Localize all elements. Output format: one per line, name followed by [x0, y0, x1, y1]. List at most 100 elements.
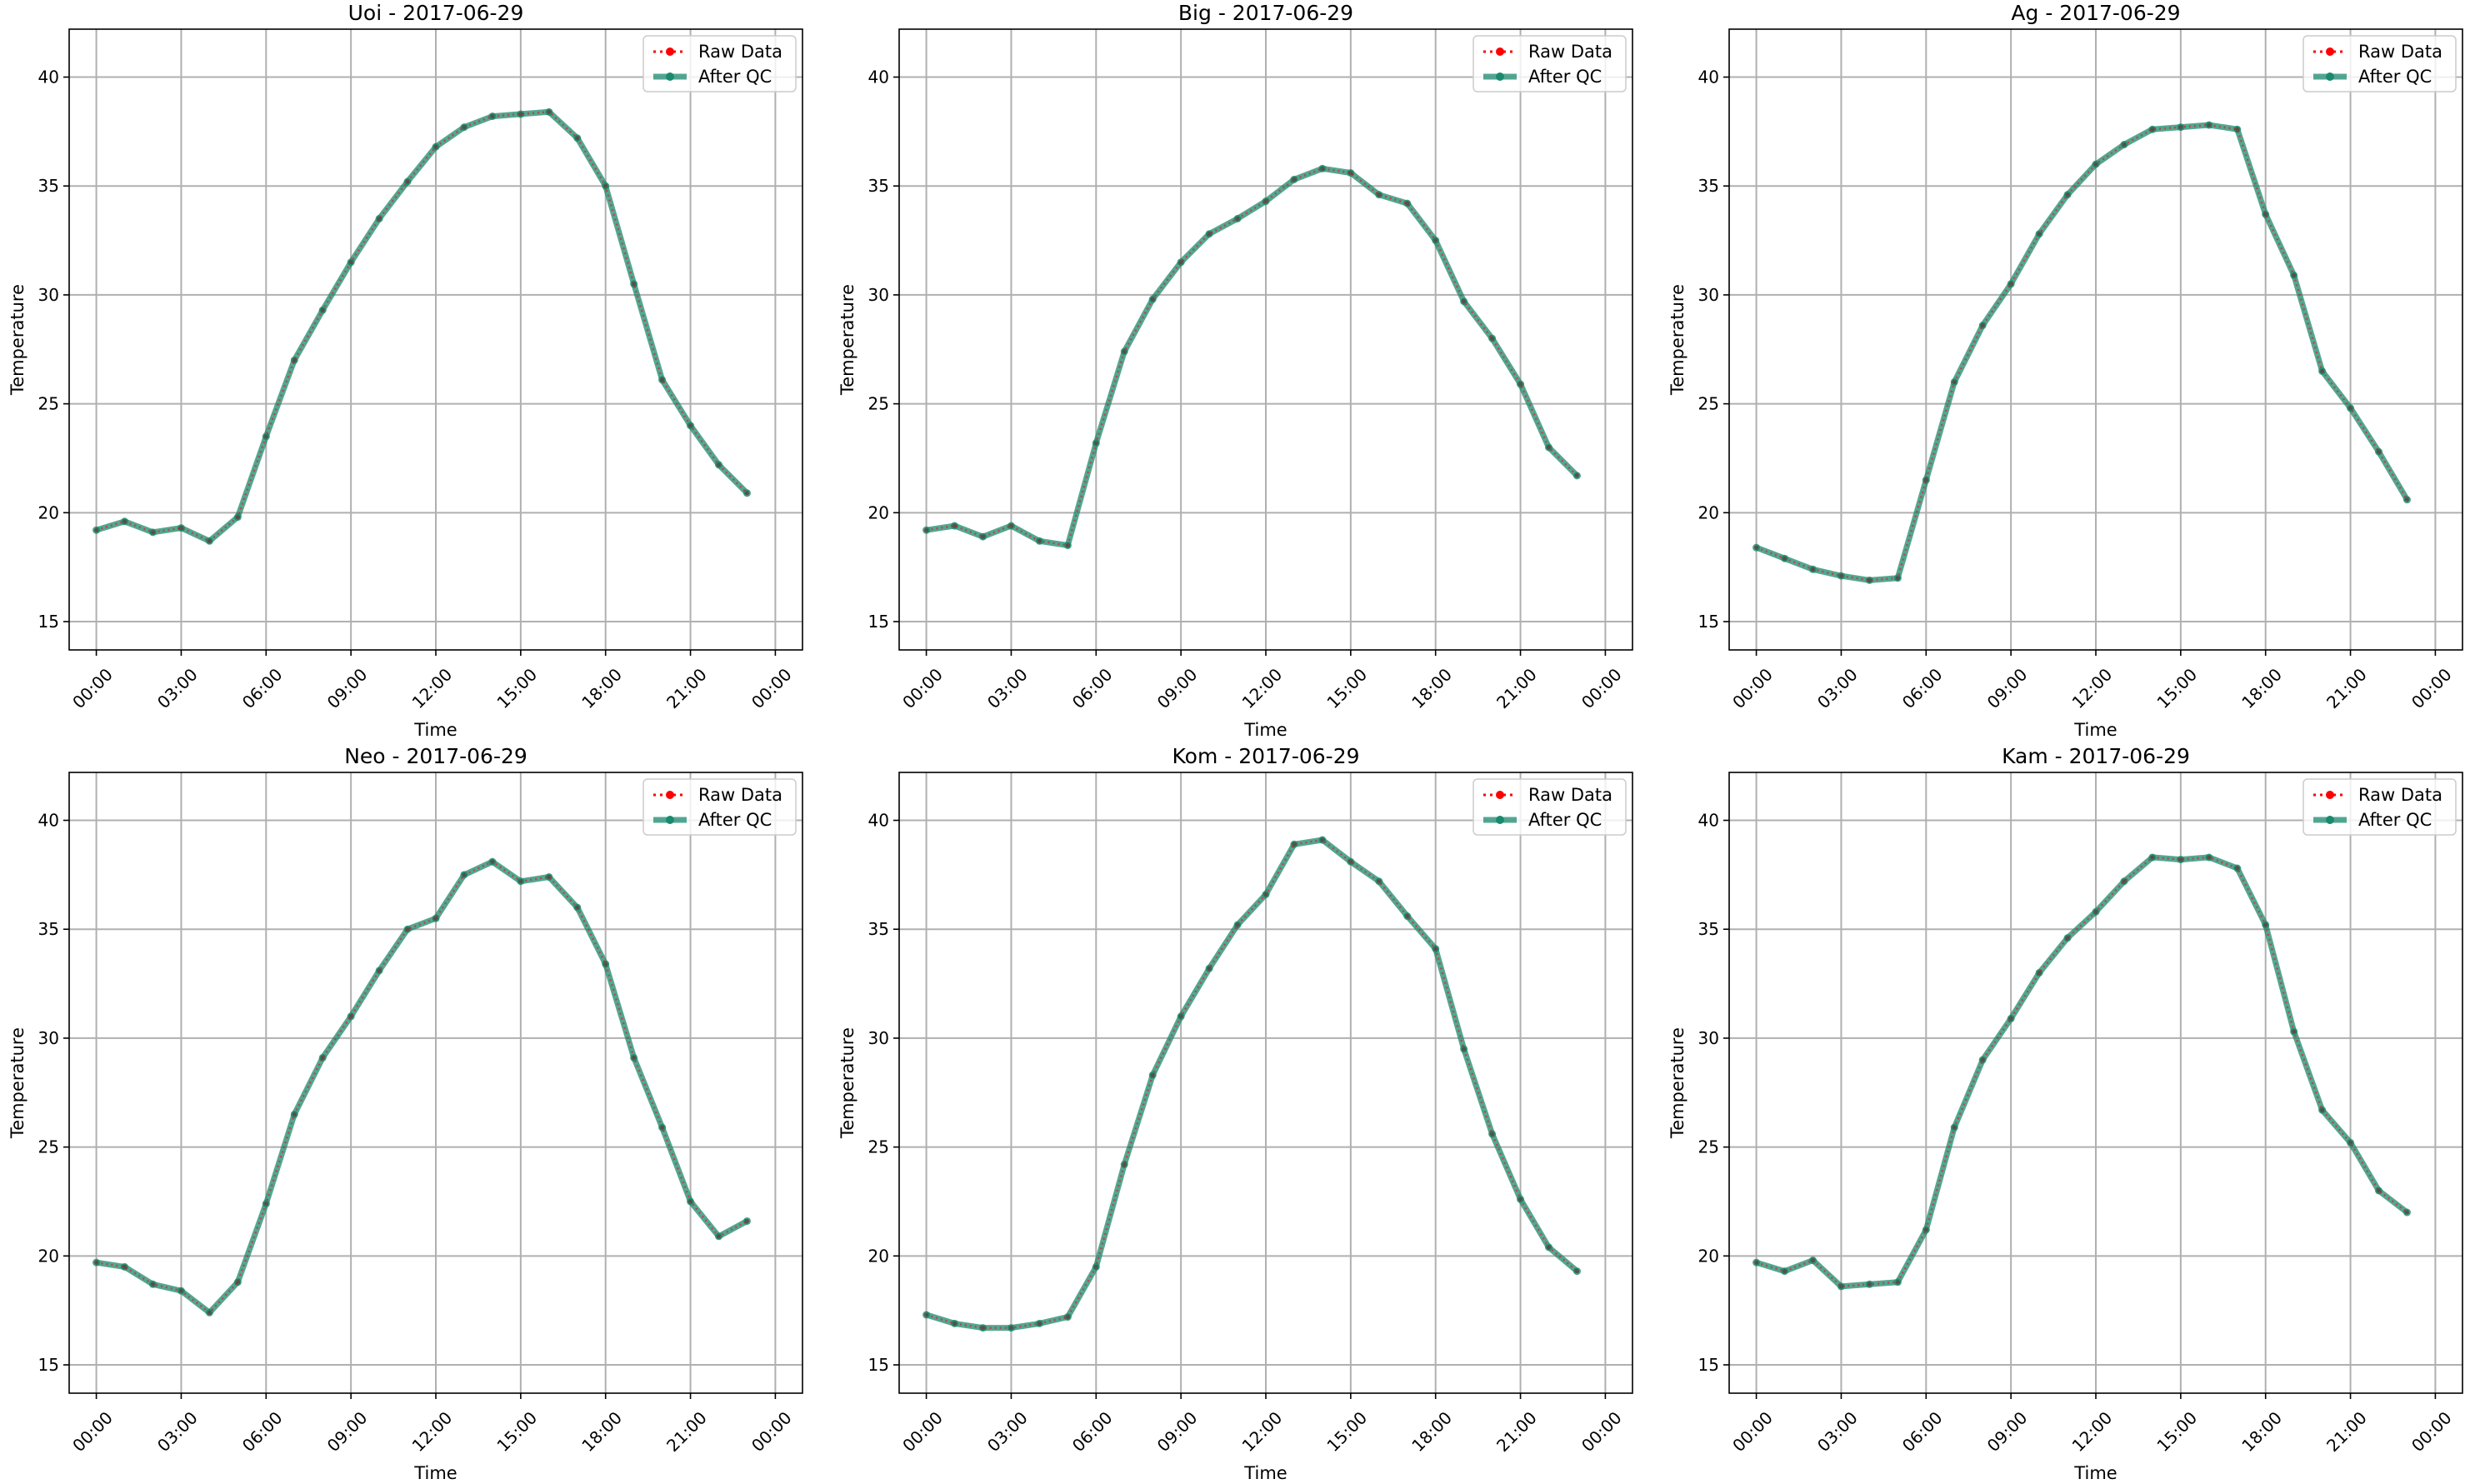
data-point-raw-data	[207, 538, 212, 543]
x-tick-label: 09:00	[1983, 1407, 2032, 1456]
data-point-raw-data	[2150, 855, 2155, 860]
data-point-raw-data	[716, 1234, 722, 1239]
subplot-uoi: 15 20 25 30 35 40 00:00 03:00 06:00 09:00 12:00 15:…	[8, 1, 803, 740]
data-point-raw-data	[1753, 1260, 1759, 1265]
y-tick-label: 30	[868, 285, 889, 305]
chart-title: Ag - 2017-06-29	[2011, 1, 2180, 25]
chart-title: Big - 2017-06-29	[1178, 1, 1353, 25]
x-tick-label: 00:00	[1728, 1407, 1777, 1456]
data-point-raw-data	[688, 1199, 693, 1204]
y-tick-label: 30	[868, 1028, 889, 1048]
data-point-raw-data	[348, 260, 353, 265]
series-line-raw-data	[96, 860, 748, 1314]
y-tick-label: 20	[38, 502, 59, 522]
y-tick-label: 35	[1698, 919, 1719, 939]
x-tick-label: 12:00	[408, 664, 457, 712]
data-point-raw-data	[2235, 127, 2240, 132]
x-tick-label: 00:00	[68, 1407, 117, 1456]
x-tick-label: 06:00	[1068, 1407, 1117, 1456]
y-axis-label: Temperature	[838, 284, 858, 396]
x-tick-label: 00:00	[748, 1407, 796, 1456]
legend: Raw Data After QC	[1472, 778, 1627, 836]
data-point-raw-data	[1150, 297, 1155, 302]
x-tick-label: 12:00	[1238, 1407, 1287, 1456]
legend-label-after-qc: After QC	[2358, 67, 2432, 87]
data-point-raw-data	[1462, 299, 1467, 304]
data-point-raw-data	[2037, 970, 2042, 976]
x-tick-label: 06:00	[1898, 1407, 1947, 1456]
x-tick-label: 09:00	[1983, 664, 2032, 712]
data-point-raw-data	[263, 434, 268, 439]
legend-marker-after-qc	[1496, 816, 1504, 824]
data-point-raw-data	[2404, 1210, 2410, 1215]
y-tick-label: 15	[38, 1355, 59, 1375]
data-point-raw-data	[603, 962, 608, 967]
data-point-raw-data	[1122, 1162, 1127, 1167]
data-point-raw-data	[1263, 198, 1268, 204]
y-tick-label: 40	[38, 67, 59, 87]
data-point-raw-data	[433, 916, 438, 921]
data-point-raw-data	[632, 1055, 637, 1061]
data-point-raw-data	[1093, 441, 1098, 446]
data-point-raw-data	[1518, 382, 1523, 387]
legend-label-raw-data: Raw Data	[698, 785, 782, 805]
data-point-raw-data	[320, 307, 325, 312]
x-tick-label: 03:00	[983, 1407, 1032, 1456]
x-tick-label: 09:00	[1153, 1407, 1202, 1456]
data-point-raw-data	[2037, 232, 2042, 237]
legend: Raw Data After QC	[1472, 35, 1627, 92]
data-point-raw-data	[1923, 477, 1928, 482]
series-line-raw-data	[1756, 123, 2408, 582]
y-tick-label: 40	[1698, 67, 1719, 87]
y-axis-label: Temperature	[8, 1027, 28, 1139]
y-tick-label: 40	[38, 811, 59, 831]
data-point-raw-data	[377, 216, 382, 222]
legend-label-after-qc: After QC	[698, 810, 772, 830]
data-point-raw-data	[122, 1264, 128, 1269]
y-tick-label: 30	[1698, 285, 1719, 305]
y-tick-label: 20	[868, 1246, 889, 1266]
x-tick-label: 18:00	[1408, 1407, 1456, 1456]
data-point-raw-data	[1037, 538, 1042, 543]
data-point-raw-data	[1348, 859, 1353, 864]
legend-label-raw-data: Raw Data	[1528, 785, 1612, 805]
x-tick-label: 21:00	[662, 1407, 711, 1456]
data-point-raw-data	[178, 1288, 184, 1293]
data-point-raw-data	[2093, 162, 2098, 167]
y-tick-label: 40	[868, 811, 889, 831]
series-line-raw-data	[926, 167, 1578, 547]
data-point-raw-data	[1405, 913, 1410, 919]
series-line-after-qc	[95, 108, 749, 544]
data-point-raw-data	[2235, 866, 2240, 871]
data-point-raw-data	[2263, 922, 2268, 927]
data-point-raw-data	[1867, 1282, 1872, 1287]
legend-marker-after-qc	[1496, 72, 1504, 81]
series-line-after-qc	[1755, 854, 2409, 1290]
data-point-raw-data	[1093, 1264, 1098, 1269]
subplot-kam: 15 20 25 30 35 40 00:00 03:00 06:00 09:00 12:00 15:…	[1668, 744, 2463, 1483]
legend-label-after-qc: After QC	[1528, 810, 1602, 830]
data-point-raw-data	[603, 183, 608, 188]
data-point-raw-data	[207, 1310, 212, 1315]
legend-marker-raw-data	[2326, 791, 2334, 799]
y-tick-label: 25	[1698, 1137, 1719, 1157]
data-point-raw-data	[2404, 497, 2410, 502]
x-axis-label: Time	[1243, 720, 1287, 740]
x-tick-label: 12:00	[1238, 664, 1287, 712]
x-tick-label: 00:00	[748, 664, 796, 712]
y-tick-label: 35	[38, 176, 59, 196]
legend-label-after-qc: After QC	[698, 67, 772, 87]
legend: Raw Data After QC	[642, 35, 797, 92]
subplot-neo: 15 20 25 30 35 40 00:00 03:00 06:00 09:00 12:00 15:…	[8, 744, 803, 1483]
data-point-raw-data	[1782, 556, 1788, 561]
x-tick-label: 15:00	[1322, 664, 1371, 712]
data-point-raw-data	[320, 1055, 325, 1061]
legend-marker-after-qc	[666, 72, 674, 81]
data-point-raw-data	[575, 905, 580, 910]
x-tick-label: 15:00	[492, 1407, 541, 1456]
y-tick-label: 30	[1698, 1028, 1719, 1048]
x-tick-label: 21:00	[2322, 1407, 2371, 1456]
y-axis-label: Temperature	[1668, 284, 1688, 396]
data-point-raw-data	[980, 534, 986, 539]
y-tick-label: 15	[868, 1355, 889, 1375]
